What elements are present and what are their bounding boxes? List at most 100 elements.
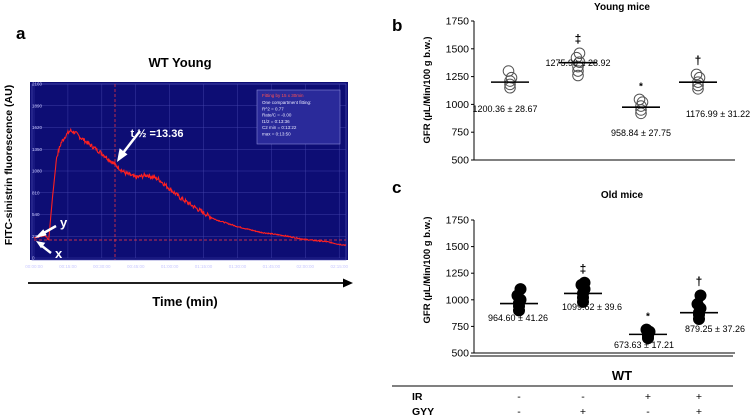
data-point-open: [635, 107, 647, 120]
data-point-open: [504, 78, 516, 91]
data-point-open: [690, 68, 703, 81]
wt-group-label: WT: [612, 368, 632, 383]
data-point-open: [572, 65, 584, 77]
group-3: 673.63 ± 17.21 *: [614, 312, 674, 350]
x-marker-label: x: [55, 246, 63, 261]
young-mice-ylabel: GFR (µL/Min/100 g b.w.): [422, 37, 433, 144]
significance-marker: *: [639, 81, 643, 92]
fit-legend-line: C2 min = 0:13:22: [262, 125, 297, 130]
group-4: 879.25 ± 37.26 †: [680, 275, 745, 334]
data-point-open: [692, 83, 704, 95]
significance-marker: *: [646, 312, 650, 323]
trace-y-tick-label: 540: [32, 212, 40, 217]
trace-y-tick-label: 810: [32, 190, 40, 195]
trace-y-tick-label: 1890: [32, 103, 43, 108]
trace-x-tick-label: 01:15:00: [195, 264, 213, 269]
data-point-filled: [578, 276, 591, 289]
trace-y-tick-labels: 2160 1890 1620 1350 1080 810 540 270 0: [32, 82, 43, 261]
old-mice-groups: 964.60 ± 41.26 1099.62 ± 39.6 ‡ 673.63 ± 17…: [488, 262, 745, 350]
data-point-open: [572, 69, 584, 82]
y-tick-label: 750: [451, 127, 469, 139]
mean-sd-label: 1200.36 ± 28.67: [473, 104, 538, 114]
significance-marker: ‡: [580, 262, 587, 276]
data-point-open: [505, 71, 518, 84]
half-life-arrow: [117, 130, 141, 162]
mean-sd-label: 1275.99 ± 28.92: [546, 58, 611, 68]
fit-legend-title: Fitting by 15 x 30min: [262, 93, 304, 98]
significance-marker: †: [695, 53, 702, 67]
data-point-open: [636, 96, 649, 108]
treatment-sign: +: [645, 391, 651, 403]
young-mice-title: Young mice: [594, 2, 650, 13]
time-arrow: [28, 278, 353, 288]
data-point-open: [573, 47, 586, 60]
data-point-filled: [694, 289, 707, 302]
y-tick-label: 1000: [446, 294, 470, 306]
mean-sd-label: 673.63 ± 17.21: [614, 340, 674, 350]
data-point-open: [633, 93, 646, 106]
treatment-sign: -: [517, 406, 521, 418]
trace-title: WT Young: [148, 55, 211, 70]
fluorescence-trace-chart: WT Young FITC-sinistrin fluorescence (AU…: [3, 55, 353, 309]
trace-y-tick-label: 1350: [32, 147, 43, 152]
data-point-open: [572, 60, 584, 73]
trace-ylabel: FITC-sinistrin fluorescence (AU): [3, 85, 15, 245]
data-point-open: [693, 71, 706, 84]
group-1: 1200.36 ± 28.67: [473, 65, 538, 114]
y-tick-label: 1750: [446, 215, 470, 227]
trace-x-tick-label: 02:15:00: [330, 264, 348, 269]
trace-x-tick-label: 01:45:00: [263, 264, 281, 269]
mean-sd-label: 879.25 ± 37.26: [685, 324, 745, 334]
trace-x-tick-label: 00:45:00: [127, 264, 145, 269]
treatment-sign: -: [646, 406, 650, 418]
trace-x-tick-label: 00:30:00: [93, 264, 111, 269]
group-4: 1176.99 ± 31.22 †: [679, 53, 750, 119]
data-point-filled: [640, 323, 653, 336]
half-life-annotation: t ½ =13.36: [131, 128, 184, 140]
fit-legend-line: t1/2 = 0:13:36: [262, 119, 290, 124]
treatment-sign: -: [581, 391, 585, 403]
trace-y-tick-label: 1620: [32, 125, 43, 130]
trace-x-tick-labels: 00:00:00 00:15:00 00:30:00 00:45:00 01:00:00…: [25, 264, 348, 269]
y-tick-label: 1000: [446, 99, 470, 111]
trace-y-tick-label: 270: [32, 234, 40, 239]
x-marker-arrow: [36, 241, 52, 254]
treatment-sign: +: [696, 406, 702, 418]
treatment-row-label: IR: [412, 391, 423, 403]
panel-letter-a: a: [16, 24, 26, 43]
y-marker-arrow: [35, 224, 57, 238]
old-mice-ylabel: GFR (µL/Min/100 g b.w.): [422, 217, 433, 324]
fit-legend-line: One compartment fitting:: [262, 100, 311, 105]
trace-x-tick-label: 00:15:00: [59, 264, 77, 269]
y-tick-label: 1250: [446, 268, 470, 280]
group-3: 958.84 ± 27.75 *: [611, 81, 671, 138]
young-mice-y-axis: 500 750 1000 1250 1500 1750: [446, 16, 735, 167]
old-mice-y-axis: 500 750 1000 1250 1500 1750: [446, 215, 735, 360]
treatment-sign: -: [517, 391, 521, 403]
mean-sd-label: 958.84 ± 27.75: [611, 128, 671, 138]
y-tick-label: 1500: [446, 43, 470, 55]
fit-legend-box: Fitting by 15 x 30min One compartment fi…: [256, 89, 341, 145]
treatment-sign: +: [580, 406, 586, 418]
fit-legend-line: R^2 = 0.77: [262, 106, 284, 111]
y-tick-label: 750: [451, 321, 469, 333]
fit-legend-line: max = 0:13:50: [262, 132, 291, 137]
treatment-table: IR - - + + GYY - + - +: [412, 391, 702, 418]
significance-marker: ‡: [575, 32, 582, 46]
y-marker-label: y: [60, 215, 68, 230]
trace-y-tick-label: 1080: [32, 169, 43, 174]
y-tick-label: 500: [451, 155, 469, 167]
trace-x-tick-label: 01:30:00: [229, 264, 247, 269]
old-mice-title: Old mice: [601, 190, 644, 201]
data-point-open: [692, 79, 704, 92]
trace-x-tick-label: 01:00:00: [161, 264, 179, 269]
data-point-open: [502, 65, 515, 77]
trace-x-tick-label: 02:00:00: [297, 264, 315, 269]
trace-line: [33, 127, 347, 247]
fit-legend-line: Rate/C = -0.00: [262, 113, 292, 118]
group-2: 1099.62 ± 39.6 ‡: [562, 262, 622, 312]
treatment-row-label: GYY: [412, 406, 434, 418]
panel-letter-c: c: [392, 178, 402, 197]
group-1: 964.60 ± 41.26: [488, 283, 548, 323]
panel-letter-b: b: [392, 16, 403, 35]
